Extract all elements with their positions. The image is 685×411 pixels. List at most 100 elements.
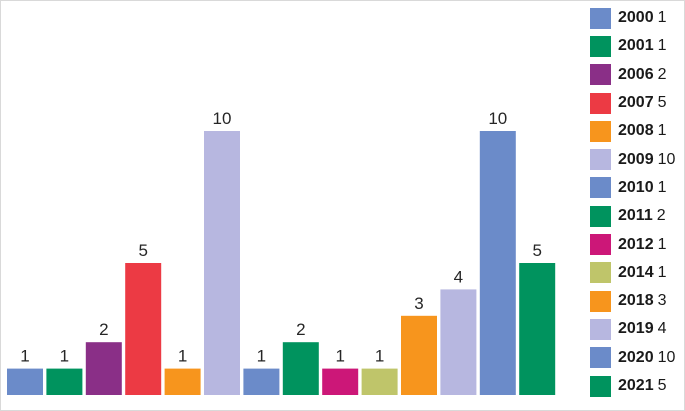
bar-label-2018: 3 — [414, 294, 423, 313]
legend-year: 2008 — [618, 122, 654, 140]
legend-item-2021: 2021 5 — [590, 372, 685, 400]
legend-swatch — [590, 318, 611, 340]
bar-2000 — [7, 368, 43, 395]
legend-year: 2021 — [618, 377, 654, 394]
legend-label: 2010 1 — [618, 179, 667, 197]
legend-swatch — [590, 92, 611, 114]
bar-label-2014: 1 — [375, 347, 384, 366]
legend-year: 2006 — [618, 65, 654, 83]
bar-2006 — [85, 342, 122, 395]
bar-2001 — [46, 368, 83, 395]
bar-label-2001: 1 — [60, 347, 69, 366]
bar-label-2010: 1 — [257, 347, 266, 366]
legend-year: 2012 — [618, 235, 654, 253]
legend-value: 1 — [657, 37, 667, 55]
legend-item-2011: 2011 2 — [590, 202, 685, 230]
legend-swatch — [590, 35, 611, 57]
legend-swatch — [590, 234, 611, 256]
legend-item-2012: 2012 1 — [590, 230, 685, 258]
legend-label: 2008 1 — [618, 122, 667, 140]
legend-item-2020: 2020 10 — [590, 344, 685, 372]
legend-year: 2019 — [618, 320, 654, 338]
legend-swatch — [590, 149, 611, 171]
legend-label: 2012 1 — [618, 236, 667, 254]
legend-item-2010: 2010 1 — [590, 174, 685, 202]
bar-label-2008: 1 — [178, 347, 187, 366]
bar-label-2020: 10 — [488, 109, 507, 128]
chart-legend: 2000 1 2001 1 2006 2 2007 5 2008 1 2009 10 2010 1 2011… — [590, 4, 685, 400]
legend-label: 2021 5 — [618, 377, 667, 395]
legend-year: 2007 — [618, 94, 654, 112]
legend-swatch — [590, 120, 611, 142]
legend-year: 2014 — [618, 263, 654, 281]
legend-item-2018: 2018 3 — [590, 287, 685, 315]
legend-year: 2018 — [618, 292, 654, 310]
legend-item-2007: 2007 5 — [590, 89, 685, 117]
legend-value: 1 — [657, 178, 667, 196]
legend-item-2019: 2019 4 — [590, 315, 685, 343]
legend-label: 2018 3 — [618, 292, 667, 310]
legend-value: 5 — [657, 377, 667, 394]
legend-year: 2001 — [618, 37, 654, 55]
legend-label: 2014 1 — [618, 264, 667, 282]
legend-value: 1 — [657, 122, 667, 140]
bar-2012 — [322, 368, 359, 395]
legend-label: 2020 10 — [618, 349, 675, 367]
bar-2007 — [125, 263, 162, 395]
legend-swatch — [590, 7, 611, 29]
legend-label: 2019 4 — [618, 320, 667, 338]
bar-label-2019: 4 — [454, 267, 463, 286]
bar-2021 — [519, 263, 556, 395]
bar-label-2009: 10 — [213, 109, 232, 128]
legend-value: 2 — [657, 65, 667, 83]
bar-chart: 1 1 2 5 1 10 1 2 1 1 3 4 10 5 — [7, 109, 556, 395]
legend-swatch — [590, 375, 611, 397]
legend-swatch — [590, 347, 611, 369]
bar-label-2006: 2 — [99, 320, 108, 339]
bar-label-2000: 1 — [20, 347, 29, 366]
bar-label-2007: 5 — [138, 241, 147, 260]
legend-year: 2009 — [618, 150, 654, 168]
legend-label: 2001 1 — [618, 37, 667, 55]
legend-swatch — [590, 262, 611, 284]
legend-label: 2009 10 — [618, 151, 675, 169]
legend-item-2014: 2014 1 — [590, 259, 685, 287]
legend-item-2009: 2009 10 — [590, 145, 685, 173]
legend-value: 5 — [657, 94, 667, 112]
legend-year: 2010 — [618, 178, 654, 196]
bar-2018 — [401, 315, 437, 395]
legend-label: 2011 2 — [618, 207, 666, 225]
legend-value: 10 — [657, 348, 676, 366]
bar-2014 — [361, 368, 398, 395]
bar-2019 — [440, 289, 477, 395]
bar-2009 — [204, 131, 240, 395]
bar-2020 — [479, 131, 516, 395]
legend-value: 3 — [657, 292, 667, 310]
bar-label-2012: 1 — [335, 347, 344, 366]
bar-label-2011: 2 — [296, 320, 305, 339]
legend-swatch — [590, 205, 611, 227]
legend-year: 2000 — [618, 9, 654, 27]
bar-2011 — [282, 342, 319, 395]
legend-label: 2000 1 — [618, 9, 667, 27]
legend-item-2000: 2000 1 — [590, 4, 685, 32]
legend-item-2006: 2006 2 — [590, 61, 685, 89]
legend-item-2008: 2008 1 — [590, 117, 685, 145]
legend-value: 1 — [657, 235, 667, 253]
bar-2008 — [164, 368, 201, 395]
legend-value: 1 — [657, 263, 667, 281]
legend-year: 2020 — [618, 348, 654, 366]
bar-label-2021: 5 — [532, 241, 541, 260]
legend-swatch — [590, 177, 611, 199]
legend-value: 10 — [657, 150, 676, 168]
legend-swatch — [590, 64, 611, 86]
bar-2010 — [243, 368, 280, 395]
legend-swatch — [590, 290, 611, 312]
legend-label: 2007 5 — [618, 94, 667, 112]
legend-year: 2011 — [618, 207, 653, 225]
legend-value: 2 — [656, 207, 666, 225]
legend-item-2001: 2001 1 — [590, 32, 685, 60]
legend-value: 4 — [657, 320, 667, 338]
legend-value: 1 — [657, 9, 667, 27]
legend-label: 2006 2 — [618, 66, 667, 84]
